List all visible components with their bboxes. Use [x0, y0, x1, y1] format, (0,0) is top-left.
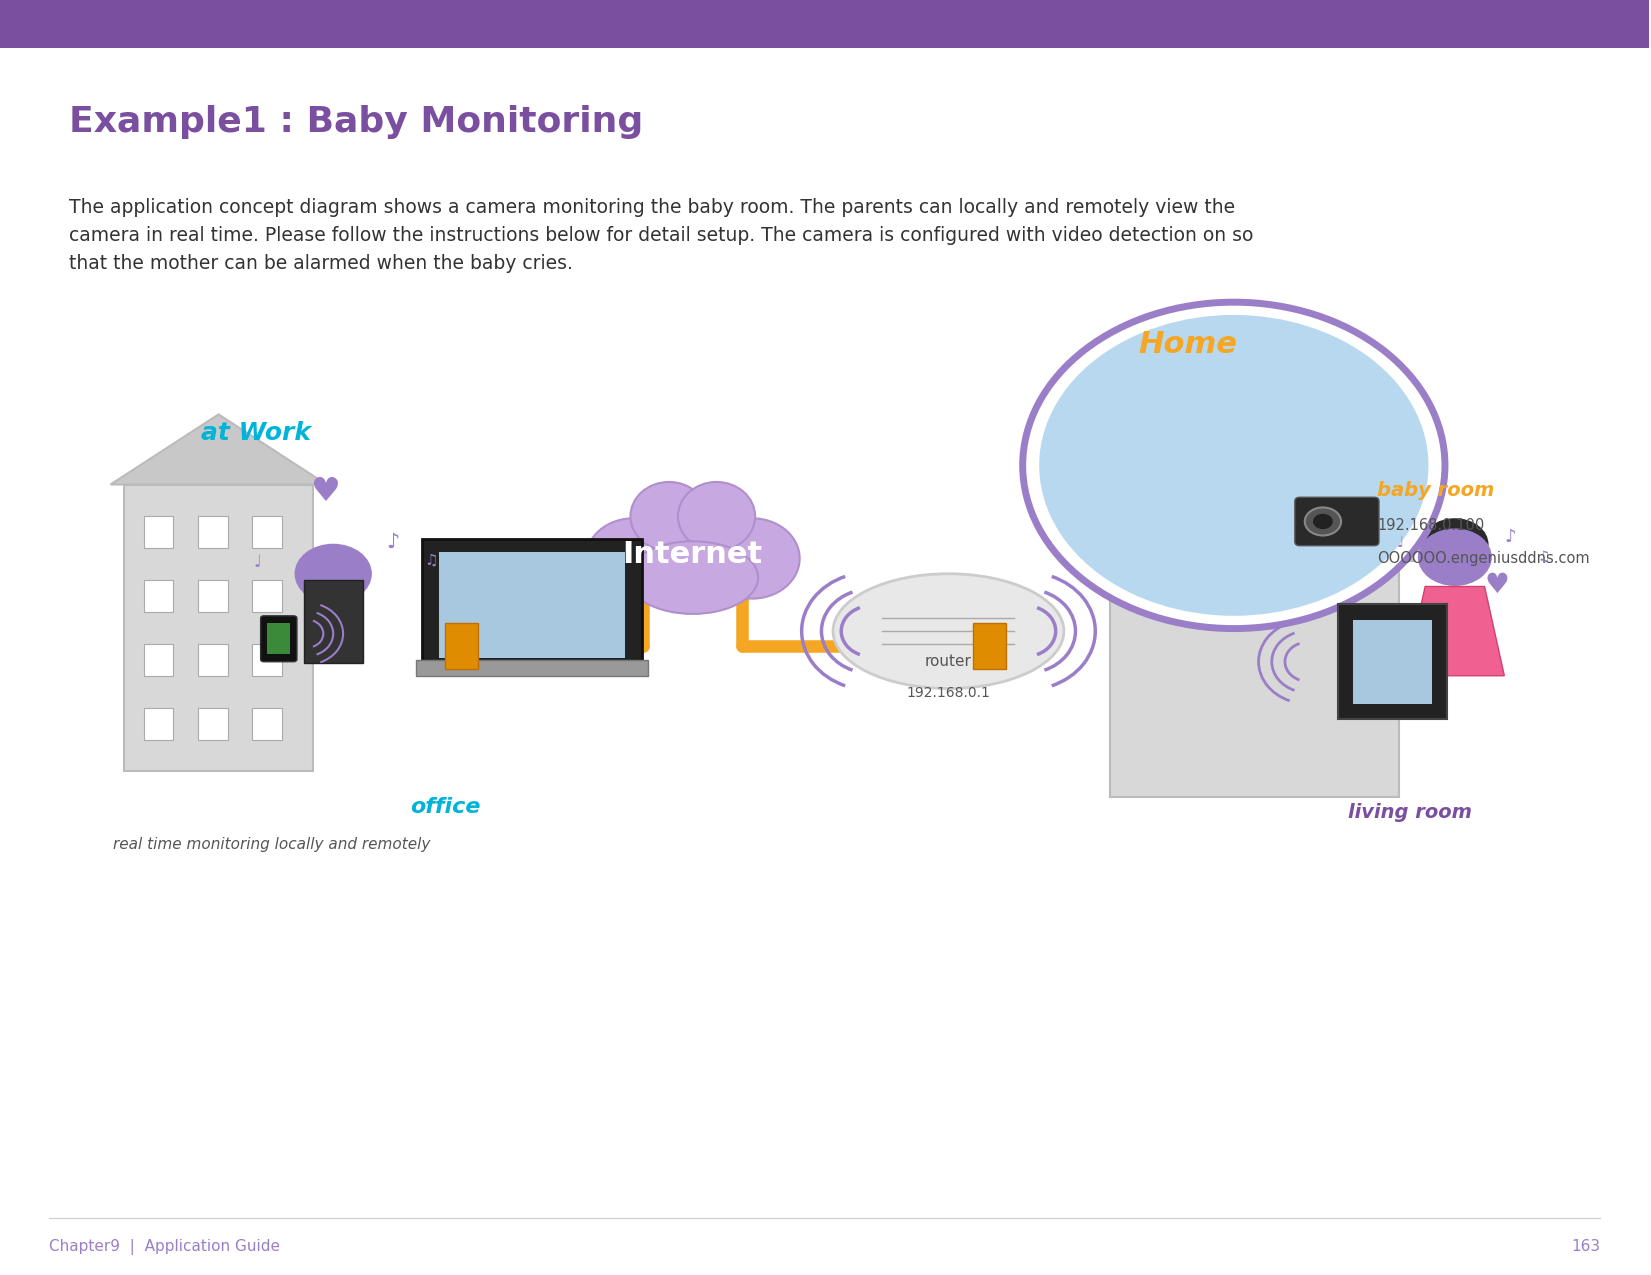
Text: Internet: Internet: [622, 541, 763, 569]
FancyBboxPatch shape: [144, 708, 173, 740]
FancyBboxPatch shape: [198, 580, 228, 612]
FancyBboxPatch shape: [253, 644, 282, 676]
Circle shape: [1038, 315, 1428, 616]
FancyBboxPatch shape: [0, 0, 1649, 48]
Circle shape: [1313, 514, 1332, 529]
FancyBboxPatch shape: [198, 516, 228, 548]
FancyBboxPatch shape: [267, 623, 291, 654]
Text: ♥: ♥: [310, 476, 340, 507]
Text: baby room: baby room: [1377, 482, 1494, 500]
Text: ♫: ♫: [1537, 550, 1550, 564]
Text: real time monitoring locally and remotely: real time monitoring locally and remotel…: [114, 836, 431, 852]
Ellipse shape: [834, 574, 1063, 688]
FancyBboxPatch shape: [446, 623, 479, 669]
FancyBboxPatch shape: [144, 580, 173, 612]
FancyBboxPatch shape: [253, 708, 282, 740]
Polygon shape: [1405, 586, 1504, 676]
Text: ♪: ♪: [1504, 528, 1516, 546]
FancyBboxPatch shape: [253, 580, 282, 612]
Text: ♪: ♪: [386, 532, 400, 552]
Ellipse shape: [631, 482, 708, 551]
FancyBboxPatch shape: [1109, 561, 1398, 797]
Circle shape: [296, 544, 371, 603]
FancyBboxPatch shape: [1352, 620, 1431, 704]
FancyBboxPatch shape: [144, 644, 173, 676]
FancyBboxPatch shape: [423, 539, 642, 671]
FancyBboxPatch shape: [198, 644, 228, 676]
Text: living room: living room: [1349, 803, 1473, 821]
FancyBboxPatch shape: [1337, 604, 1446, 719]
FancyBboxPatch shape: [261, 616, 297, 662]
Ellipse shape: [705, 519, 799, 599]
Text: The application concept diagram shows a camera monitoring the baby room. The par: The application concept diagram shows a …: [69, 198, 1253, 273]
Circle shape: [1422, 519, 1488, 570]
Text: ♩: ♩: [254, 553, 263, 571]
FancyBboxPatch shape: [439, 552, 626, 658]
Text: OOOOOO.engeniusddns.com: OOOOOO.engeniusddns.com: [1377, 551, 1590, 566]
FancyBboxPatch shape: [416, 660, 649, 676]
Text: Home: Home: [1138, 330, 1237, 358]
Circle shape: [1022, 302, 1445, 629]
FancyBboxPatch shape: [1294, 497, 1379, 546]
Ellipse shape: [636, 490, 750, 589]
FancyBboxPatch shape: [144, 516, 173, 548]
Text: 163: 163: [1570, 1239, 1600, 1255]
Text: 192.168.0.100: 192.168.0.100: [1377, 518, 1484, 533]
Text: 192.168.0.1: 192.168.0.1: [906, 686, 991, 700]
Text: Chapter9  |  Application Guide: Chapter9 | Application Guide: [50, 1239, 281, 1255]
Ellipse shape: [627, 542, 758, 615]
Text: office: office: [409, 797, 480, 817]
Text: ♩: ♩: [1397, 537, 1405, 551]
Circle shape: [1418, 529, 1491, 585]
Text: router: router: [925, 654, 972, 669]
FancyBboxPatch shape: [304, 580, 363, 663]
Polygon shape: [1093, 465, 1415, 561]
Text: ♫: ♫: [424, 553, 438, 567]
Polygon shape: [111, 414, 327, 484]
FancyBboxPatch shape: [253, 516, 282, 548]
Text: at Work: at Work: [201, 422, 310, 445]
Ellipse shape: [679, 482, 755, 551]
FancyBboxPatch shape: [972, 623, 1005, 669]
Text: Example1 : Baby Monitoring: Example1 : Baby Monitoring: [69, 105, 644, 139]
FancyBboxPatch shape: [198, 708, 228, 740]
FancyBboxPatch shape: [124, 484, 314, 771]
Circle shape: [1304, 507, 1341, 536]
Text: ♥: ♥: [1484, 571, 1509, 599]
Ellipse shape: [586, 519, 680, 599]
